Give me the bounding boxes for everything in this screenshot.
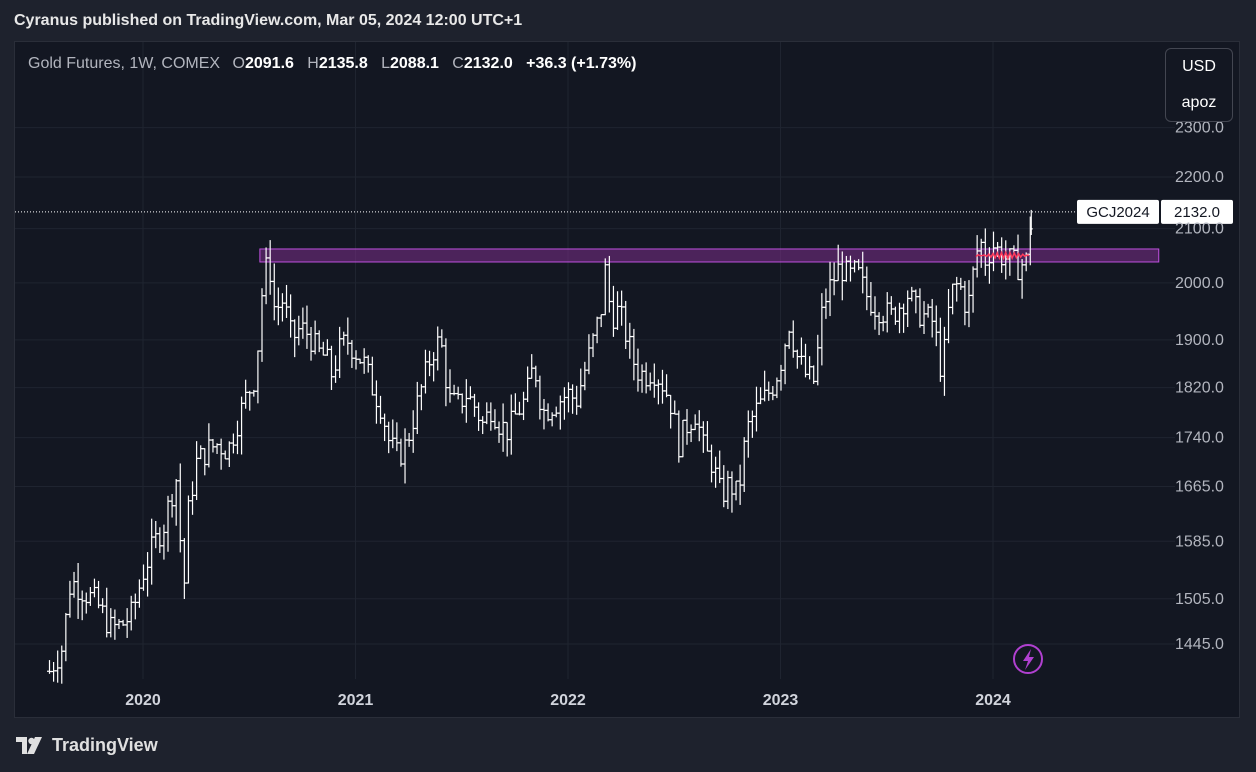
x-tick-label: 2022 [550,692,586,709]
price-chart[interactable]: GCJ2024 2132.0 1445.0 1505.0 1585.0 1665.0 174… [15,42,1241,719]
tradingview-logo-icon [16,736,42,754]
legend-low-value: 2088.1 [390,55,439,72]
tradingview-logo[interactable]: TradingView [16,735,158,756]
y-tick-label: 1445.0 [1175,636,1224,653]
legend-high-label: H [307,55,319,72]
y-tick-label: 2100.0 [1175,221,1224,238]
y-tick-label: 1585.0 [1175,533,1224,550]
x-tick-label: 2020 [125,692,161,709]
y-tick-label: 1820.0 [1175,380,1224,397]
y-tick-label: 1505.0 [1175,591,1224,608]
price-tag-text: 2132.0 [1174,204,1220,221]
legend-symbol[interactable]: Gold Futures, 1W, COMEX [28,55,221,72]
legend-close-value: 2132.0 [463,55,513,72]
legend-change: +36.3 (+1.73%) [526,55,637,72]
symbol-legend: Gold Futures, 1W, COMEX O2091.6 H2135.8 … [28,55,636,73]
y-tick-label: 1740.0 [1175,430,1224,447]
legend-low-label: L [381,55,390,72]
lightning-bolt [1023,649,1034,670]
legend-close-label: C [452,55,464,72]
legend-open-value: 2091.6 [244,55,294,72]
publisher-line: Cyranus published on TradingView.com, Ma… [14,12,523,29]
lightning-icon[interactable] [1013,644,1043,674]
y-tick-label: 2200.0 [1175,169,1224,186]
y-tick-label: 2300.0 [1175,120,1224,137]
y-tick-label: 2000.0 [1175,275,1224,292]
price-tag[interactable] [1161,199,1233,224]
chart-pane[interactable]: GCJ2024 2132.0 1445.0 1505.0 1585.0 1665.0 174… [14,41,1240,718]
currency-unit-selector[interactable]: USD apoz [1165,48,1233,122]
legend-high-value: 2135.8 [318,55,368,72]
symbol-tag-text: GCJ2024 [1086,204,1149,221]
resistance-zone [259,248,1160,263]
symbol-tag[interactable] [1077,199,1159,224]
x-tick-label: 2021 [338,692,374,709]
user-label: apoz [1181,94,1217,111]
y-tick-label: 1900.0 [1175,332,1224,349]
footer-brand: TradingView [52,735,158,755]
red-annotation [975,250,1030,261]
currency-label[interactable]: USD [1182,58,1216,75]
x-tick-label: 2024 [975,692,1011,709]
y-tick-label: 1665.0 [1175,479,1224,496]
x-tick-label: 2023 [763,692,799,709]
legend-open-label: O [232,55,245,72]
